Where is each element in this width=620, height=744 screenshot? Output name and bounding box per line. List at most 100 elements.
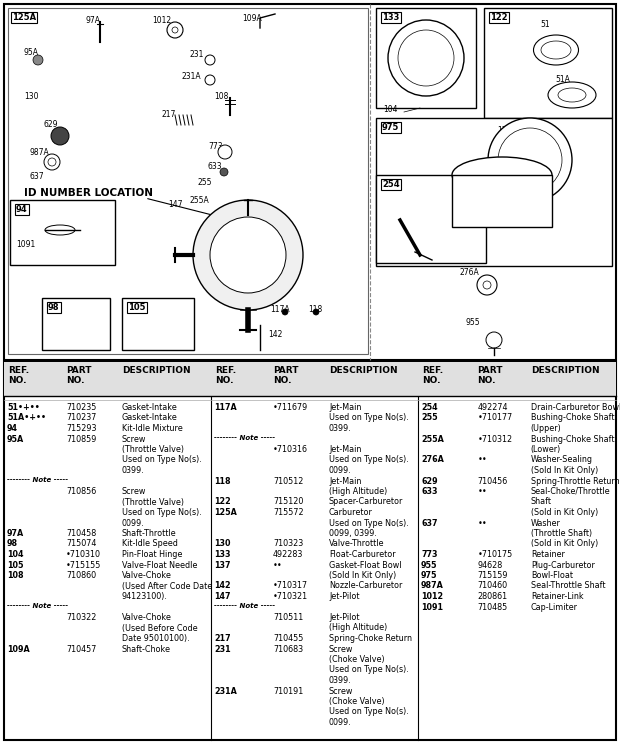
Text: PART
NO.: PART NO. <box>66 366 92 385</box>
Ellipse shape <box>541 41 571 59</box>
Text: 0399.: 0399. <box>122 466 144 475</box>
Text: 637: 637 <box>421 519 438 527</box>
Text: Carburetor: Carburetor <box>329 508 373 517</box>
Text: 0099.: 0099. <box>329 466 352 475</box>
Text: eReplacementParts.com: eReplacementParts.com <box>246 235 374 245</box>
Text: Float-Carburetor: Float-Carburetor <box>329 550 396 559</box>
Text: •711679: •711679 <box>273 403 308 412</box>
Ellipse shape <box>533 35 578 65</box>
Text: Used on Type No(s).: Used on Type No(s). <box>329 708 409 716</box>
Text: Used on Type No(s).: Used on Type No(s). <box>329 519 409 527</box>
Text: 51•+••: 51•+•• <box>7 403 40 412</box>
Text: 122: 122 <box>214 498 231 507</box>
Text: ••: •• <box>477 455 487 464</box>
Text: 94628: 94628 <box>477 560 503 569</box>
Text: 280861: 280861 <box>477 592 508 601</box>
Circle shape <box>33 55 43 65</box>
Text: (Throttle Shaft): (Throttle Shaft) <box>531 529 592 538</box>
Text: 94123100).: 94123100). <box>122 592 168 601</box>
Text: Retainer-Link: Retainer-Link <box>531 592 583 601</box>
Text: 255: 255 <box>421 414 438 423</box>
Text: Jet-Main: Jet-Main <box>329 403 361 412</box>
Text: 710856: 710856 <box>66 487 96 496</box>
Bar <box>4 4 616 360</box>
Circle shape <box>486 332 502 348</box>
Text: 130: 130 <box>24 92 38 101</box>
Ellipse shape <box>452 157 552 193</box>
Bar <box>484 8 612 118</box>
Circle shape <box>205 55 215 65</box>
Text: 255A: 255A <box>190 196 210 205</box>
Text: 710460: 710460 <box>477 582 508 591</box>
Bar <box>42 298 110 350</box>
Text: (High Altitude): (High Altitude) <box>329 487 388 496</box>
Text: (Upper): (Upper) <box>531 424 562 433</box>
Text: 95A: 95A <box>7 434 24 443</box>
Text: 105: 105 <box>128 303 146 312</box>
Text: Valve-Choke: Valve-Choke <box>122 613 172 622</box>
Text: Used on Type No(s).: Used on Type No(s). <box>329 665 409 675</box>
Text: 104: 104 <box>7 550 24 559</box>
Text: Used on Type No(s).: Used on Type No(s). <box>122 455 202 464</box>
Text: 118: 118 <box>308 305 322 314</box>
Text: 217: 217 <box>162 110 176 119</box>
Bar <box>4 362 616 396</box>
Text: -------- Note -----: -------- Note ----- <box>214 434 275 440</box>
Text: 715120: 715120 <box>273 498 303 507</box>
Text: •710310: •710310 <box>66 550 101 559</box>
Text: 1012: 1012 <box>152 16 171 25</box>
Text: (High Altitude): (High Altitude) <box>329 623 388 632</box>
Text: •710175: •710175 <box>477 550 513 559</box>
Text: DESCRIPTION: DESCRIPTION <box>122 366 190 375</box>
Text: 133: 133 <box>214 550 231 559</box>
Text: 51A: 51A <box>555 75 570 84</box>
Text: 109A: 109A <box>7 644 30 653</box>
Text: Bushing-Choke Shaft: Bushing-Choke Shaft <box>531 434 614 443</box>
Text: 710860: 710860 <box>66 571 96 580</box>
Text: REF.
NO.: REF. NO. <box>422 366 443 385</box>
Text: 117A: 117A <box>214 403 237 412</box>
Text: (Used After Code Date: (Used After Code Date <box>122 582 212 591</box>
Text: 97A: 97A <box>7 529 24 538</box>
Text: Seal-Choke/Throttle: Seal-Choke/Throttle <box>531 487 611 496</box>
Text: 955: 955 <box>421 560 438 569</box>
Bar <box>8 8 368 354</box>
Text: 125A: 125A <box>12 13 36 22</box>
Text: 276A: 276A <box>421 455 444 464</box>
Text: 715293: 715293 <box>66 424 97 433</box>
Circle shape <box>477 275 497 295</box>
Text: 0099.: 0099. <box>122 519 144 527</box>
Text: 147: 147 <box>214 592 231 601</box>
Text: Valve-Throttle: Valve-Throttle <box>329 539 384 548</box>
Text: 710322: 710322 <box>66 613 97 622</box>
Text: (Sold In Kit Only): (Sold In Kit Only) <box>329 571 396 580</box>
Text: (Used Before Code: (Used Before Code <box>122 623 198 632</box>
Text: 95A: 95A <box>24 48 39 57</box>
Text: Washer: Washer <box>531 519 560 527</box>
Text: •710312: •710312 <box>477 434 513 443</box>
Text: Screw: Screw <box>122 487 146 496</box>
Text: 975: 975 <box>382 123 399 132</box>
Text: PART
NO.: PART NO. <box>273 366 299 385</box>
Text: 1091: 1091 <box>16 240 35 249</box>
Text: 710456: 710456 <box>477 476 508 486</box>
Text: 710683: 710683 <box>273 644 303 653</box>
Text: Seal-Throttle Shaft: Seal-Throttle Shaft <box>531 582 605 591</box>
Text: 137: 137 <box>497 126 511 135</box>
Text: Gasket-Intake: Gasket-Intake <box>122 403 178 412</box>
Text: 98: 98 <box>48 303 60 312</box>
Text: Spring-Choke Return: Spring-Choke Return <box>329 634 412 643</box>
Text: 51: 51 <box>540 20 549 29</box>
Text: (Lower): (Lower) <box>531 445 561 454</box>
Text: 94: 94 <box>7 424 18 433</box>
Text: 231: 231 <box>214 644 231 653</box>
Bar <box>452 175 552 227</box>
Text: 122: 122 <box>490 13 508 22</box>
Text: 773: 773 <box>421 550 438 559</box>
Text: 137: 137 <box>214 560 231 569</box>
Text: Used on Type No(s).: Used on Type No(s). <box>329 455 409 464</box>
Text: -------- Note -----: -------- Note ----- <box>7 603 68 609</box>
Text: 710512: 710512 <box>273 476 303 486</box>
Text: (Throttle Valve): (Throttle Valve) <box>122 445 184 454</box>
Text: ••: •• <box>477 519 487 527</box>
